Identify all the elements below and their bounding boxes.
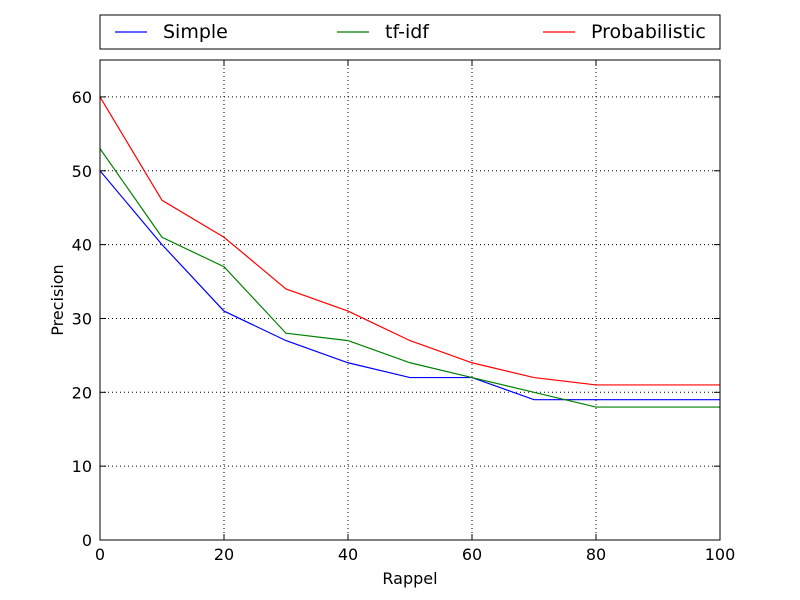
y-tick-label: 60	[72, 88, 92, 107]
legend-frame	[99, 14, 721, 50]
grid	[100, 60, 720, 540]
y-axis-label: Precision	[48, 264, 67, 335]
x-tick-label: 40	[338, 545, 358, 564]
series-line-probabilistic	[99, 96, 720, 386]
x-tick-label: 60	[462, 545, 482, 564]
y-tick-label: 30	[72, 309, 92, 328]
legend: Simple tf-idf Probabilistic	[99, 14, 721, 50]
legend-label-tf-idf: tf-idf	[385, 21, 430, 43]
y-tick-label: 50	[72, 162, 92, 181]
y-tick-label: 10	[72, 457, 92, 476]
y-tick-label: 0	[82, 531, 92, 550]
x-axis-label: Rappel	[382, 569, 437, 588]
axis-ticks: 0 20 40 60 80 100 0 10 20 30 40 50 60	[72, 60, 736, 564]
x-tick-label: 100	[705, 545, 736, 564]
series-line-simple	[99, 170, 720, 401]
legend-label-probabilistic: Probabilistic	[591, 21, 706, 43]
plot-frame	[99, 59, 721, 541]
x-tick-label: 80	[586, 545, 606, 564]
x-tick-label: 0	[95, 545, 105, 564]
series-lines	[99, 96, 720, 408]
y-tick-label: 40	[72, 236, 92, 255]
x-tick-label: 20	[214, 545, 234, 564]
series-line-tf-idf	[99, 148, 720, 408]
y-tick-label: 20	[72, 383, 92, 402]
legend-label-simple: Simple	[163, 21, 228, 43]
